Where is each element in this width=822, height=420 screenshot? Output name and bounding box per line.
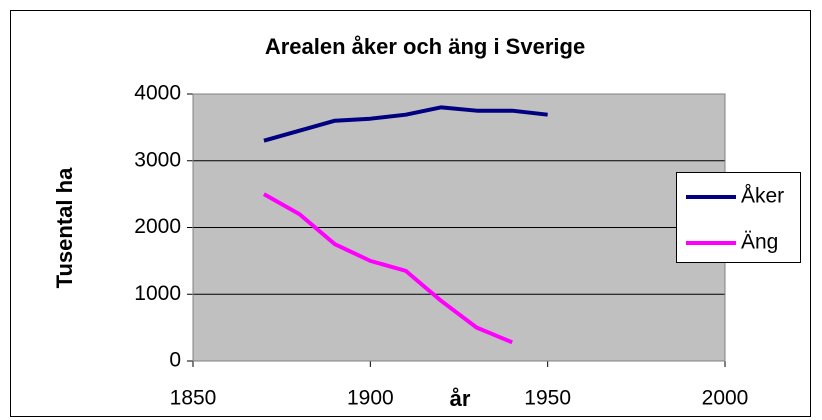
y-axis-label: Tusental ha xyxy=(52,167,77,288)
y-tick-label: 3000 xyxy=(134,148,181,171)
y-tick-label: 1000 xyxy=(134,282,181,305)
legend-label: Äng xyxy=(741,231,778,254)
series-line xyxy=(263,105,548,143)
series-line xyxy=(262,192,513,345)
x-tick-label: 1850 xyxy=(170,387,217,410)
legend-box xyxy=(676,172,801,263)
y-tick-label: 0 xyxy=(169,349,181,372)
x-tick-label: 1950 xyxy=(524,387,571,410)
y-tick-label: 4000 xyxy=(134,82,181,105)
x-axis-label: år xyxy=(450,386,471,411)
x-tick-label: 1900 xyxy=(347,387,394,410)
chart-title: Arealen åker och äng i Sverige xyxy=(265,34,585,59)
legend-label: Åker xyxy=(741,185,784,208)
y-tick-label: 2000 xyxy=(134,215,181,238)
x-tick-label: 2000 xyxy=(702,387,749,410)
